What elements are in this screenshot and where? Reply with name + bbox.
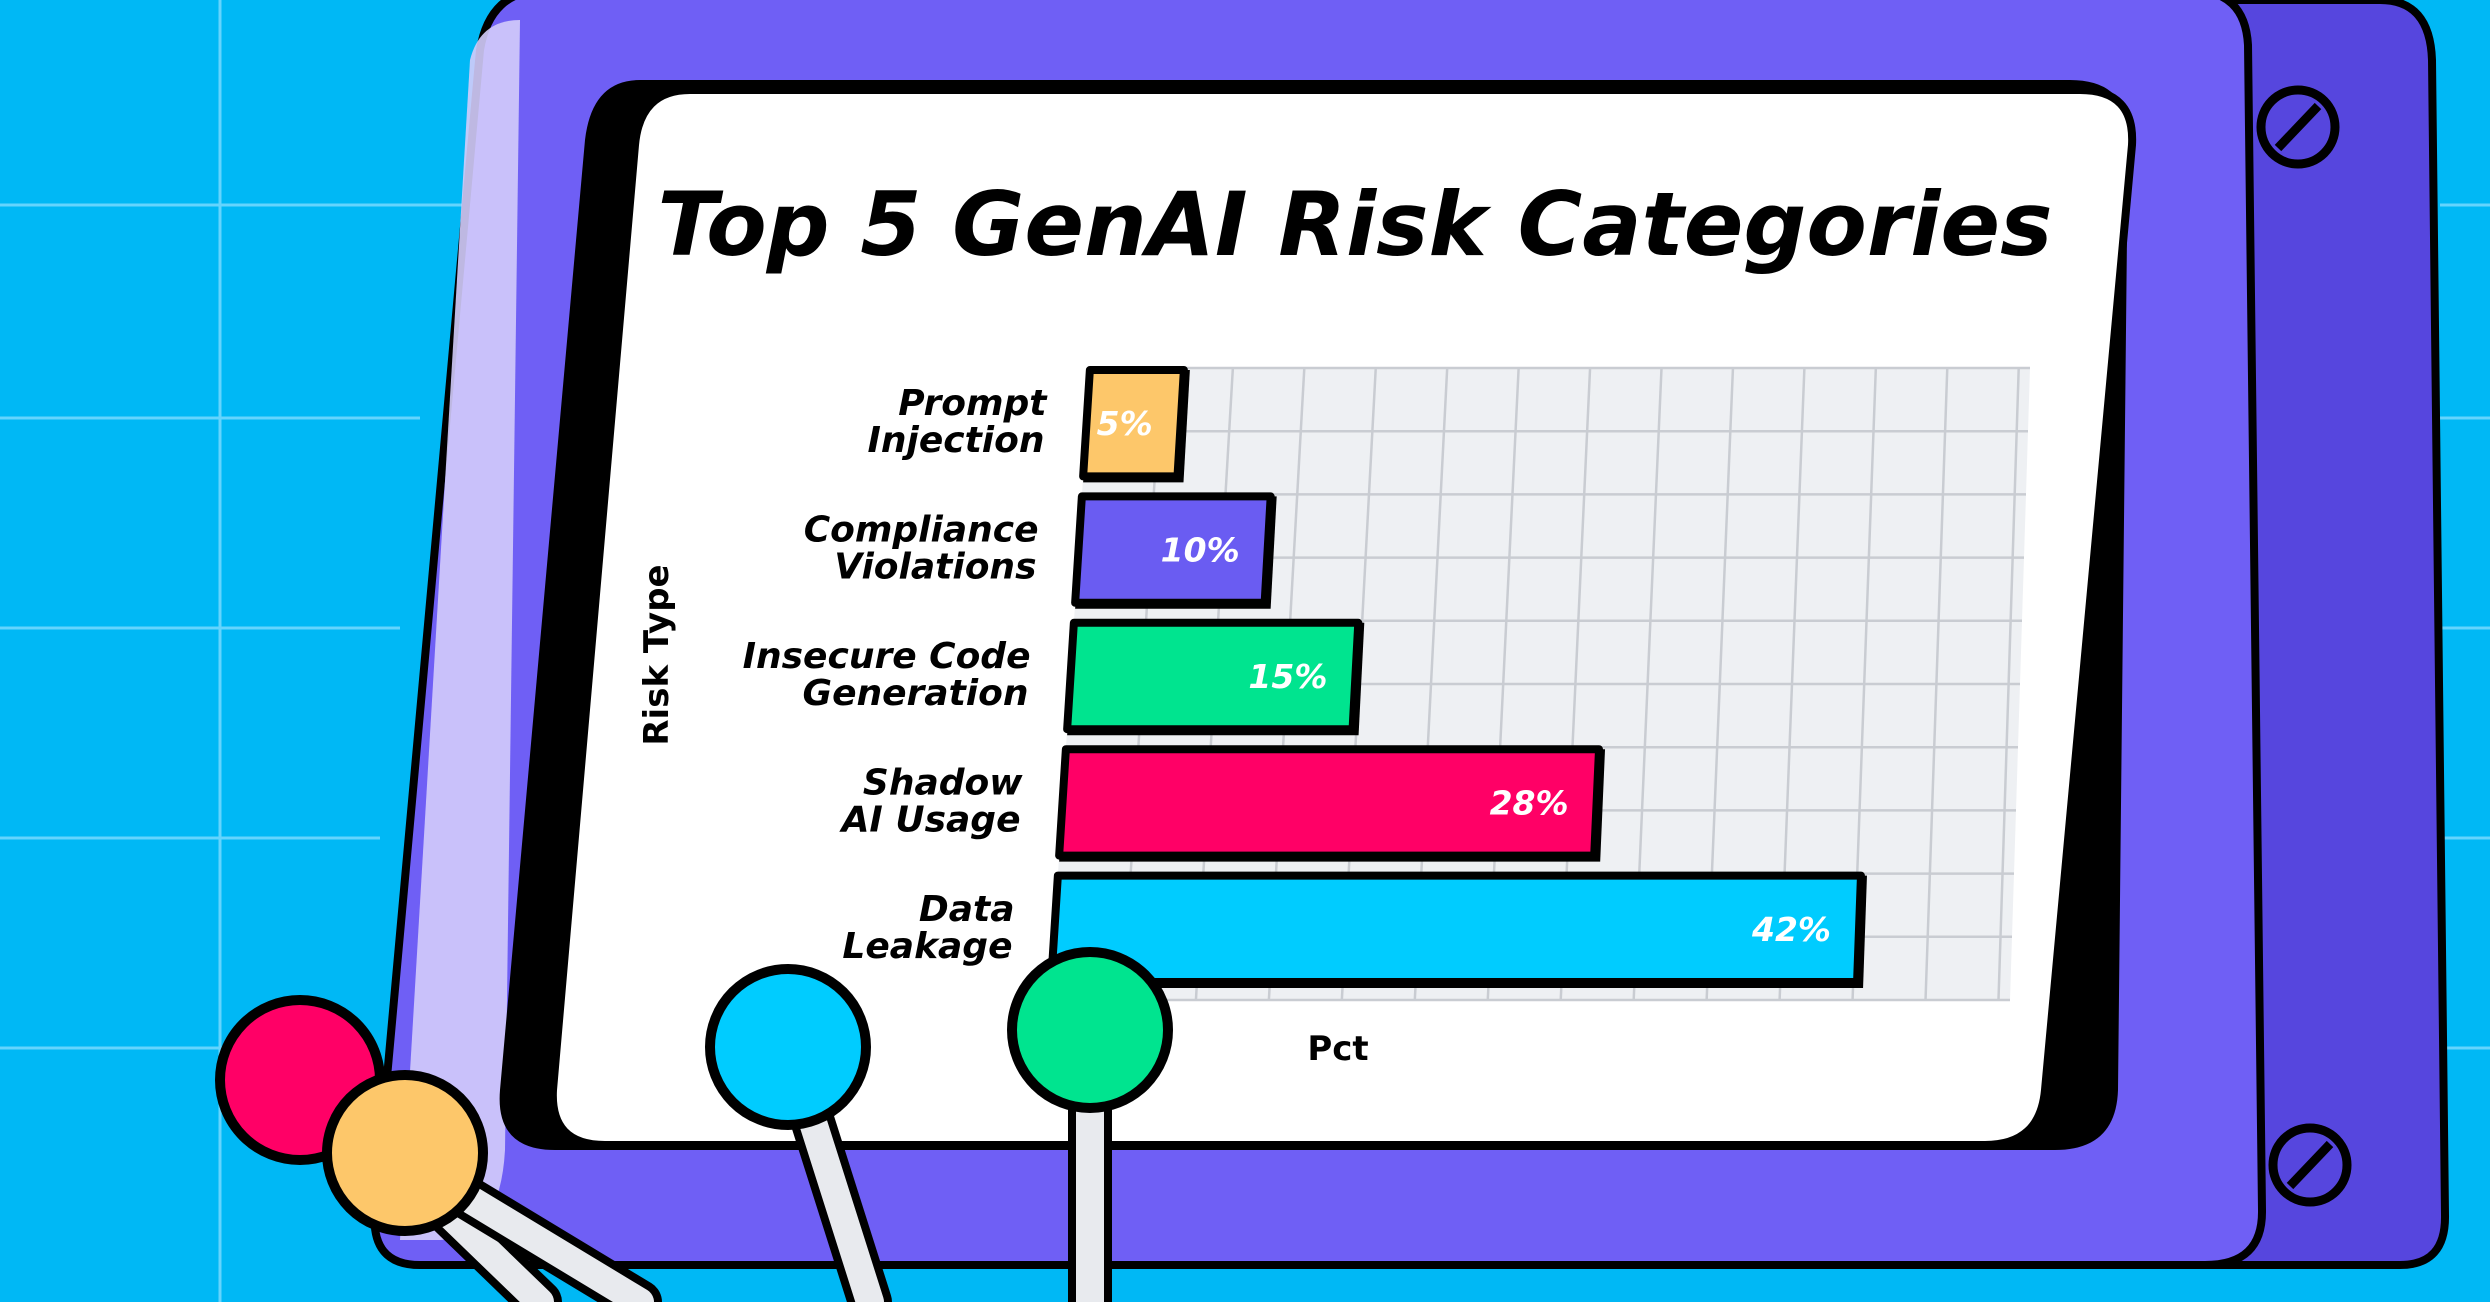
bar xyxy=(1055,745,1604,860)
category-label: Prompt xyxy=(898,383,1048,424)
y-axis-label: Risk Type xyxy=(637,564,677,745)
bar xyxy=(1047,871,1865,986)
category-label: Compliance xyxy=(804,510,1039,551)
bar-value-label: 5% xyxy=(1097,404,1153,443)
category-label: Data xyxy=(919,889,1015,930)
category-label: Shadow xyxy=(863,762,1023,803)
bar-value-label: 28% xyxy=(1490,783,1569,822)
screw-bottom-icon xyxy=(2268,1123,2352,1207)
category-label: Insecure Code xyxy=(743,636,1031,677)
bar xyxy=(1063,618,1363,734)
yellow-knob xyxy=(322,1070,488,1236)
chart-title: Top 5 GenAI Risk Categories xyxy=(658,173,2053,276)
blue-knob xyxy=(705,964,871,1130)
category-label: Generation xyxy=(803,673,1029,714)
knobs xyxy=(215,947,1173,1302)
screw-top-icon xyxy=(2256,85,2340,169)
x-axis-label: Pct xyxy=(1307,1029,1368,1069)
bar-value-label: 10% xyxy=(1161,531,1240,570)
bar-value-label: 15% xyxy=(1248,657,1327,696)
category-label: AI Usage xyxy=(839,799,1021,840)
bar xyxy=(1079,366,1188,481)
category-label: Violations xyxy=(834,547,1036,588)
monitor-highlight xyxy=(400,20,520,1240)
green-knob xyxy=(1007,947,1173,1113)
category-label: Leakage xyxy=(842,926,1012,967)
category-label: Injection xyxy=(867,420,1044,461)
chart-bars: 5% 10% 15% 28% 42% xyxy=(1047,366,1867,988)
bar xyxy=(1071,492,1275,607)
bar-value-label: 42% xyxy=(1751,910,1831,949)
chart: Top 5 GenAI Risk Categories 5% 10% 15% 28% 4… xyxy=(637,173,2052,1069)
